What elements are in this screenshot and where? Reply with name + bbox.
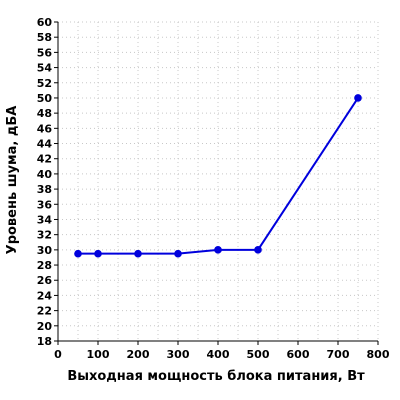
y-tick-label: 42 bbox=[37, 153, 52, 166]
y-tick-label: 26 bbox=[37, 274, 53, 287]
x-tick-label: 400 bbox=[207, 348, 230, 361]
y-tick-label: 54 bbox=[37, 62, 53, 75]
x-axis-title: Выходная мощность блока питания, Вт bbox=[67, 369, 365, 384]
y-tick-label: 56 bbox=[37, 46, 53, 59]
data-point bbox=[94, 249, 102, 258]
data-point bbox=[74, 249, 82, 258]
y-tick-label: 24 bbox=[37, 289, 53, 302]
y-tick-label: 52 bbox=[37, 77, 52, 90]
data-point bbox=[354, 94, 362, 102]
x-tick-label: 200 bbox=[127, 348, 150, 361]
axes bbox=[54, 21, 379, 345]
y-tick-label: 18 bbox=[37, 335, 52, 348]
x-tick-label: 300 bbox=[167, 348, 190, 361]
x-tick-label: 500 bbox=[247, 348, 270, 361]
y-tick-label: 48 bbox=[37, 107, 52, 120]
y-tick-label: 44 bbox=[37, 138, 53, 151]
y-tick-label: 22 bbox=[37, 305, 52, 318]
y-tick-label: 38 bbox=[37, 183, 52, 196]
data-point bbox=[214, 246, 222, 254]
grid bbox=[57, 21, 379, 342]
y-axis-title: Уровень шума, дБА bbox=[5, 106, 20, 255]
y-tick-label: 40 bbox=[37, 168, 53, 181]
y-tick-label: 28 bbox=[37, 259, 52, 272]
data-point bbox=[254, 246, 262, 254]
y-tick-label: 46 bbox=[37, 122, 53, 135]
tick-labels: 0 100 200 300 400 500 600 700 800 18 20 22 24 26 28 30 3… bbox=[37, 16, 390, 361]
x-tick-label: 100 bbox=[87, 348, 110, 361]
y-tick-label: 20 bbox=[37, 320, 53, 333]
x-tick-label: 800 bbox=[367, 348, 390, 361]
x-tick-label: 0 bbox=[54, 348, 62, 361]
y-tick-label: 32 bbox=[37, 229, 52, 242]
x-tick-label: 600 bbox=[287, 348, 310, 361]
x-tick-label: 700 bbox=[327, 348, 350, 361]
data-point bbox=[174, 249, 182, 258]
series-layer bbox=[74, 94, 362, 258]
data-point bbox=[134, 249, 142, 258]
y-tick-label: 50 bbox=[37, 92, 53, 105]
y-tick-label: 36 bbox=[37, 198, 53, 211]
y-tick-label: 30 bbox=[37, 244, 53, 257]
y-tick-label: 60 bbox=[37, 16, 53, 29]
y-tick-label: 34 bbox=[37, 213, 53, 226]
y-tick-label: 58 bbox=[37, 31, 52, 44]
